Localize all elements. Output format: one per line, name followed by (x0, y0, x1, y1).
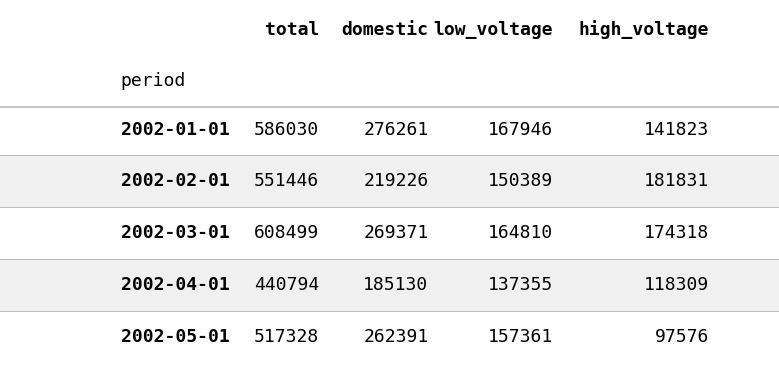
Text: 269371: 269371 (363, 224, 428, 242)
Text: 97576: 97576 (654, 328, 709, 346)
FancyBboxPatch shape (0, 207, 779, 259)
Text: 181831: 181831 (643, 172, 709, 190)
Text: 150389: 150389 (488, 172, 553, 190)
FancyBboxPatch shape (0, 259, 779, 311)
Text: domestic: domestic (341, 21, 428, 38)
Text: 2002-03-01: 2002-03-01 (121, 224, 230, 242)
Text: 2002-04-01: 2002-04-01 (121, 276, 230, 294)
Text: 586030: 586030 (254, 121, 319, 138)
Text: 141823: 141823 (643, 121, 709, 138)
Text: 118309: 118309 (643, 276, 709, 294)
FancyBboxPatch shape (0, 104, 779, 155)
Text: 164810: 164810 (488, 224, 553, 242)
FancyBboxPatch shape (0, 311, 779, 363)
Text: period: period (121, 73, 186, 90)
Text: 137355: 137355 (488, 276, 553, 294)
Text: low_voltage: low_voltage (433, 21, 553, 38)
Text: high_voltage: high_voltage (578, 20, 709, 39)
Text: 262391: 262391 (363, 328, 428, 346)
Text: 157361: 157361 (488, 328, 553, 346)
Text: 517328: 517328 (254, 328, 319, 346)
Text: 2002-01-01: 2002-01-01 (121, 121, 230, 138)
Text: 2002-02-01: 2002-02-01 (121, 172, 230, 190)
FancyBboxPatch shape (0, 155, 779, 207)
Text: 2002-05-01: 2002-05-01 (121, 328, 230, 346)
Text: 185130: 185130 (363, 276, 428, 294)
Text: 167946: 167946 (488, 121, 553, 138)
Text: total: total (265, 21, 319, 38)
Text: 219226: 219226 (363, 172, 428, 190)
Text: 551446: 551446 (254, 172, 319, 190)
Text: 276261: 276261 (363, 121, 428, 138)
Text: 440794: 440794 (254, 276, 319, 294)
Text: 174318: 174318 (643, 224, 709, 242)
Text: 608499: 608499 (254, 224, 319, 242)
